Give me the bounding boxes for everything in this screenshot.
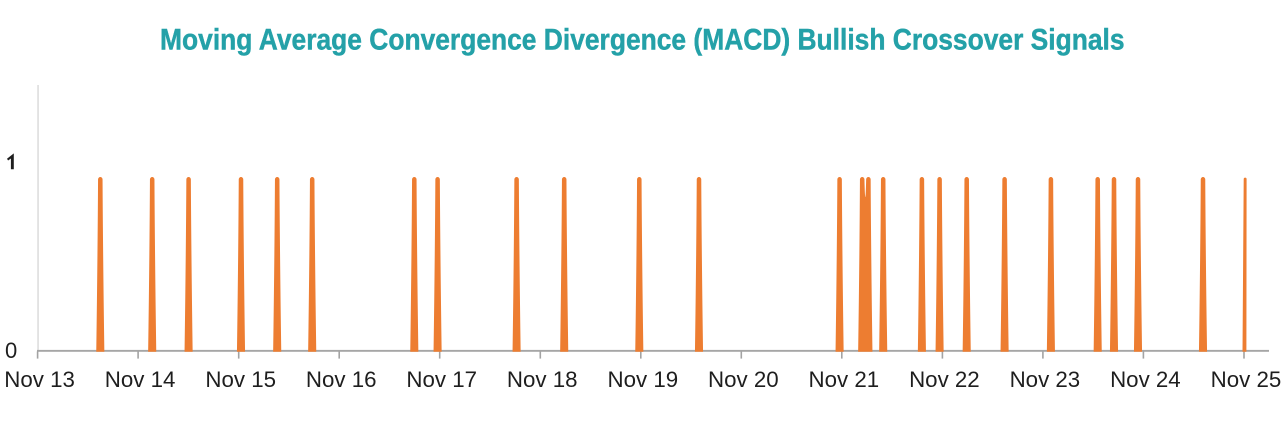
svg-text:Nov 17: Nov 17 [406,367,477,392]
svg-text:Nov 19: Nov 19 [607,367,678,392]
svg-text:Nov 18: Nov 18 [507,367,578,392]
svg-text:Nov 20: Nov 20 [708,367,779,392]
svg-text:Nov 16: Nov 16 [306,367,377,392]
svg-text:Moving Average Convergence Div: Moving Average Convergence Divergence (M… [160,23,1125,56]
svg-text:Nov 25: Nov 25 [1211,367,1281,392]
svg-text:Nov 14: Nov 14 [105,367,176,392]
svg-text:Nov 23: Nov 23 [1010,367,1081,392]
svg-text:Nov 15: Nov 15 [205,367,276,392]
svg-text:Nov 13: Nov 13 [4,367,75,392]
svg-text:Nov 24: Nov 24 [1110,367,1181,392]
svg-text:Nov 22: Nov 22 [909,367,980,392]
svg-text:Nov 21: Nov 21 [808,367,879,392]
svg-text:0: 0 [5,338,17,363]
